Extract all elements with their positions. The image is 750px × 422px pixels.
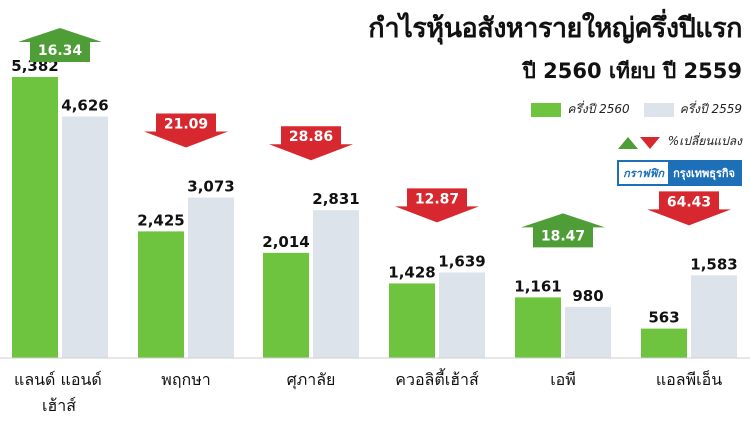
credit-source: กรุงเทพธุรกิจ (668, 162, 740, 184)
bar-0-0 (12, 77, 58, 358)
chart-subtitle: ปี 2560 เทียบ ปี 2559 (522, 59, 742, 83)
category-label-4: เอพี (550, 370, 576, 389)
value-label-1-0: 4,626 (61, 96, 108, 114)
legend-swatch-2560 (531, 102, 562, 117)
bar-1-2 (313, 210, 359, 358)
bar-0-2 (263, 252, 309, 358)
change-arrow-4 (521, 213, 605, 248)
change-arrow-5 (647, 191, 731, 226)
change-label-4: 18.47 (541, 228, 585, 244)
bar-0-5 (641, 328, 687, 358)
chart-title: กำไรหุ้นอสังหารายใหญ่ครึ่งปีแรก (368, 13, 742, 44)
change-arrow-2 (269, 126, 353, 161)
legend-series: ครึ่งปี 2560 ครึ่งปี 2559 (531, 100, 742, 119)
up-down-arrow-icon (617, 136, 660, 149)
bar-1-0 (62, 116, 108, 358)
legend-swatch-2559 (643, 102, 674, 117)
category-label-1: พฤกษา (161, 370, 210, 389)
value-label-1-5: 1,583 (690, 255, 737, 273)
value-label-1-4: 980 (572, 287, 603, 305)
change-arrow-3 (395, 188, 479, 223)
bar-1-4 (565, 306, 611, 358)
credit-graphic: กราฟฟิก (619, 162, 669, 184)
change-arrow-0 (18, 28, 102, 62)
change-label-1: 21.09 (164, 117, 208, 133)
category-label-0-line2: เฮ้าส์ (42, 396, 76, 415)
value-label-0-3: 1,428 (388, 263, 435, 281)
legend-label-2559: ครึ่งปี 2559 (679, 102, 742, 116)
value-label-0-4: 1,161 (514, 277, 561, 295)
change-arrow-1 (144, 113, 228, 148)
legend-change-label: %เปลี่ยนแปลง (667, 134, 742, 148)
value-label-0-1: 2,425 (137, 211, 184, 229)
change-label-5: 64.43 (667, 194, 711, 210)
bar-0-1 (138, 231, 184, 358)
credit-badge: กราฟฟิก กรุงเทพธุรกิจ (617, 160, 742, 186)
category-label-5: แอลพีเอ็น (656, 369, 722, 389)
bar-1-3 (439, 272, 485, 358)
bar-0-4 (515, 297, 561, 358)
bar-1-1 (188, 197, 234, 358)
change-label-2: 28.86 (289, 129, 333, 145)
value-label-1-3: 1,639 (438, 252, 485, 270)
category-label-0: แลนด์ แอนด์ (14, 370, 102, 389)
legend-label-2560: ครึ่งปี 2560 (567, 102, 630, 116)
change-label-0: 16.34 (38, 43, 83, 59)
category-label-3: ควอลิตี้เฮ้าส์ (395, 368, 479, 389)
value-label-1-1: 3,073 (187, 178, 234, 196)
value-label-1-2: 2,831 (312, 190, 359, 208)
bar-0-3 (389, 283, 435, 358)
value-label-0-5: 563 (648, 309, 679, 327)
value-label-0-2: 2,014 (262, 233, 309, 251)
change-label-3: 12.87 (415, 191, 459, 207)
legend-change: %เปลี่ยนแปลง (616, 132, 742, 151)
bar-1-5 (691, 275, 737, 358)
category-label-2: ศุภาลัย (287, 370, 336, 390)
